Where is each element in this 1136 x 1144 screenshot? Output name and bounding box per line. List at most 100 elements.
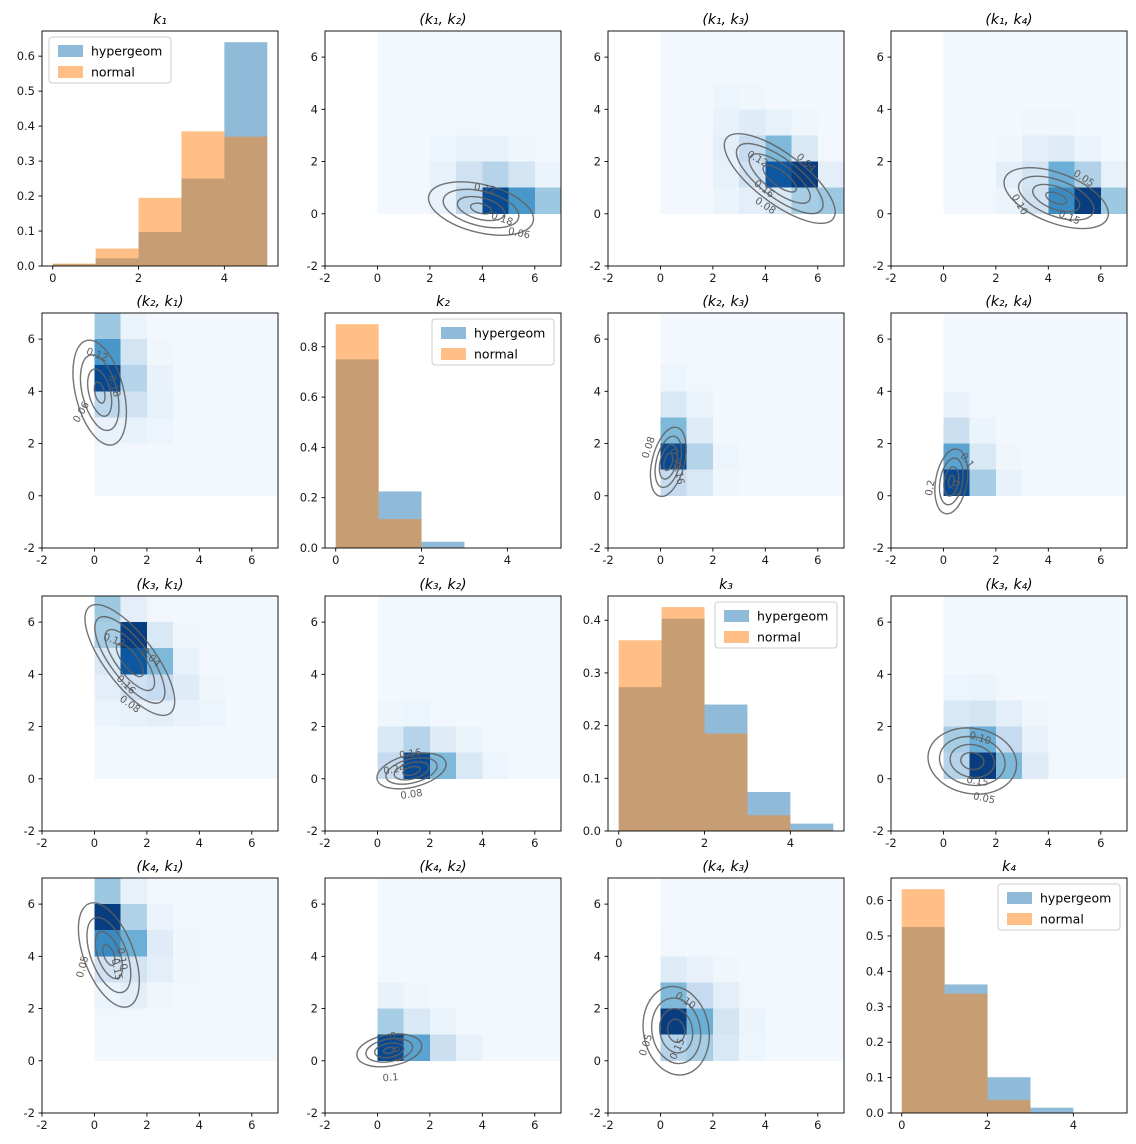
x-tick-label: -2 [885,553,896,567]
heatmap-cell [739,109,766,136]
heatmap-cell [120,956,147,983]
contour-ring [658,443,678,480]
heatmap-cell [482,161,509,188]
heatmap-cell [94,726,121,753]
heatmap-cell [995,700,1023,727]
contour-ring [94,930,124,980]
heatmap-cell [686,443,713,470]
heatmap-cell [146,313,174,340]
heatmap-cell [146,1008,174,1035]
heatmap-cell [1022,391,1049,418]
y-tick-label: 0.6 [17,49,35,63]
heatmap-cell [429,752,457,779]
heatmap-cell [712,469,740,496]
heatmap-cell [817,313,844,340]
heatmap-cell [660,57,687,84]
heatmap-cell [456,1034,483,1061]
x-tick-label: 0 [332,553,339,567]
heatmap-cell [534,674,561,701]
heatmap-cell [120,469,147,496]
heatmap-cell [251,365,278,392]
y-tick-label: 0.2 [300,491,318,505]
heatmap-cell [1074,443,1101,470]
heatmap-cell [534,752,561,779]
x-tick-label: 2 [143,836,150,850]
heatmap-cell [377,700,404,727]
heatmap-cell [817,365,844,392]
heatmap-cell [403,57,430,84]
y-tick-label: 4 [311,949,318,963]
y-tick-label: 0.6 [300,390,318,404]
heatmap-cells [377,31,561,214]
contour-ring [735,142,824,215]
heatmap-cell [1048,752,1075,779]
heatmap-cell [429,109,457,136]
y-tick-label: 6 [311,897,318,911]
heatmap-cell [403,1034,430,1061]
heatmap-cell [429,700,457,727]
heatmap-cell [943,700,970,727]
contour-ring [385,757,438,785]
heatmap-cell [173,700,200,727]
heatmap-cell [199,365,226,392]
heatmap-cell [146,1034,174,1061]
heatmap-cell [173,365,200,392]
heatmap-cell [403,161,430,188]
heatmap-cell [686,365,713,392]
y-tick-label: 0.0 [17,259,35,273]
contour-ring [947,474,955,488]
heatmap-cell [1048,469,1075,496]
heatmap-cell [377,648,404,675]
heatmap-cell [225,1008,252,1035]
heatmap-cell [173,956,200,983]
legend-swatch-normal [58,66,83,78]
heatmap-cell [94,878,121,905]
heatmap-cell [969,391,996,418]
heatmap-cell [251,1034,278,1061]
heatmap-cell [791,878,818,905]
contour-label: 0.3 [389,1045,405,1064]
heatmap-cell [508,930,535,957]
heatmap-cell [120,1008,147,1035]
y-tick-label: -2 [590,541,601,555]
heatmap-cell [1100,83,1127,110]
y-tick-label: 6 [311,50,318,64]
heatmap-cell [739,83,766,110]
heatmap-cell [765,1008,792,1035]
heatmap-cell [120,752,147,779]
contour-ring [658,1007,694,1054]
y-tick-label: 0.5 [17,84,35,98]
heatmap-cell [1074,339,1101,366]
y-tick-label: 0.0 [300,541,318,555]
heatmap-cell [1100,648,1127,675]
contour-ring [356,1033,423,1068]
heatmap-cell [225,930,252,957]
contour-ring [1032,183,1081,213]
heatmap-cell [534,596,561,623]
contour-ring [723,132,836,225]
heatmap-cell [660,904,687,931]
heatmap-cell [251,878,278,905]
heatmap-cell [712,443,740,470]
heatmap-cell [1022,83,1049,110]
heatmap-cell [403,878,430,905]
heatmap-cell [534,57,561,84]
heatmap-cell [660,313,687,340]
heatmap-cell [1048,313,1075,340]
heatmap-cell [508,31,535,58]
heatmap-cell [456,700,483,727]
contour-ring [651,997,702,1065]
heatmap-cell [1100,109,1127,136]
heatmap-cell [482,904,509,931]
heatmap-cell [765,1034,792,1061]
axes-spines [41,30,279,267]
heatmap-cell [120,313,147,340]
heatmap-cell [1074,648,1101,675]
y-tick-label: 0 [877,489,884,503]
heatmap-cell [456,930,483,957]
x-tick-label: 4 [1045,553,1052,567]
legend-swatch-normal [724,631,749,643]
heatmap-cell [199,982,226,1009]
heatmap-cell [120,674,147,701]
heatmap-cell [1100,391,1127,418]
